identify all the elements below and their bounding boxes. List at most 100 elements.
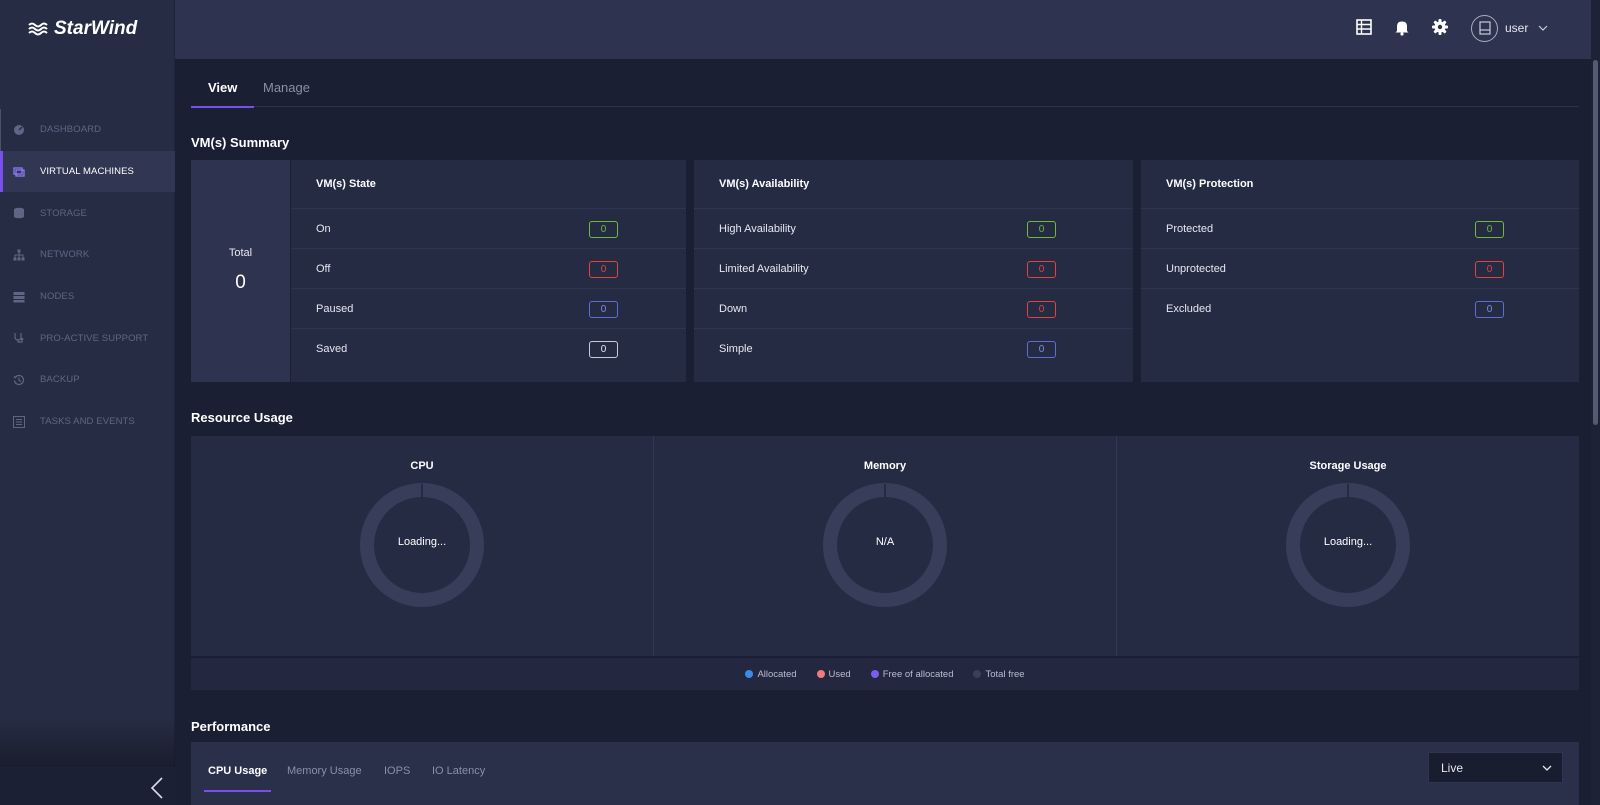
list-item: Unprotected 0: [1141, 249, 1579, 289]
storage-panel: Storage Usage Loading...: [1117, 436, 1579, 656]
cpu-panel: CPU Loading...: [191, 436, 654, 656]
cpu-title: CPU: [410, 460, 434, 472]
sidebar-item-label: PRO-ACTIVE SUPPORT: [40, 332, 149, 344]
waves-icon: [28, 22, 48, 36]
sidebar-shadow: [0, 717, 175, 767]
tab-iops[interactable]: IOPS: [384, 765, 411, 777]
row-label: Saved: [316, 343, 348, 355]
sidebar-item-pro-active-support[interactable]: PRO-ACTIVE SUPPORT: [0, 317, 175, 359]
tab-memory-usage[interactable]: Memory Usage: [287, 765, 362, 777]
memory-status: N/A: [875, 536, 895, 548]
chevron-down-icon: [1538, 25, 1548, 31]
count-badge: 0: [589, 301, 618, 318]
row-label: Limited Availability: [719, 262, 809, 275]
list-item: Excluded 0: [1141, 289, 1579, 329]
stethoscope-icon: [12, 331, 26, 345]
nodes-icon: [12, 290, 26, 304]
gear-icon[interactable]: [1431, 18, 1449, 36]
cpu-status: Loading...: [397, 536, 447, 548]
sidebar-item-backup[interactable]: BACKUP: [0, 359, 175, 401]
list-item: Limited Availability 0: [694, 249, 1133, 289]
list-item: Saved 0: [291, 329, 686, 369]
collapse-sidebar-icon[interactable]: [149, 776, 165, 800]
sidebar-item-network[interactable]: NETWORK: [0, 234, 175, 276]
user-name: user: [1505, 21, 1529, 35]
bell-icon[interactable]: [1393, 18, 1411, 36]
total-value: 0: [235, 272, 246, 293]
list-item: Paused 0: [291, 289, 686, 329]
range-select[interactable]: Live: [1428, 752, 1563, 783]
legend-label: Free of allocated: [882, 668, 954, 680]
sidebar-item-label: DASHBOARD: [40, 124, 102, 136]
row-label: Off: [316, 262, 331, 275]
chevron-down-icon: [1542, 765, 1552, 771]
count-badge: 0: [1475, 301, 1504, 318]
scrollbar-thumb[interactable]: [1593, 60, 1598, 425]
cpu-donut: [360, 483, 484, 607]
sidebar-item-virtual-machines[interactable]: VIRTUAL MACHINES: [0, 150, 175, 193]
sidebar-item-dashboard[interactable]: DASHBOARD: [0, 109, 175, 151]
legend-label: Allocated: [757, 668, 797, 680]
legend-label: Used: [828, 668, 851, 680]
count-badge: 0: [1027, 341, 1056, 358]
row-label: Paused: [316, 302, 354, 315]
total-card: Total 0: [191, 160, 290, 382]
table-icon[interactable]: [1355, 18, 1373, 36]
count-badge: 0: [1027, 301, 1056, 318]
vm-availability-title: VM(s) Availability: [694, 160, 1133, 209]
count-badge: 0: [589, 341, 618, 358]
tab-io-latency[interactable]: IO Latency: [432, 765, 486, 777]
legend-dot: [973, 670, 982, 678]
sidebar-item-label: NETWORK: [40, 249, 90, 261]
row-label: Simple: [719, 343, 753, 355]
scrollbar[interactable]: [1591, 0, 1600, 805]
virtual-machines-icon: [12, 165, 26, 179]
storage-donut: [1286, 483, 1410, 607]
sidebar-item-label: BACKUP: [40, 374, 80, 386]
storage-icon: [12, 206, 26, 220]
sidebar-item-storage[interactable]: STORAGE: [0, 192, 175, 234]
sidebar-nav: DASHBOARD VIRTUAL MACHINES STORAGE NETWO…: [0, 109, 175, 443]
list-item: On 0: [291, 209, 686, 249]
count-badge: 0: [1475, 221, 1504, 238]
sidebar-item-label: STORAGE: [40, 207, 87, 219]
row-label: Protected: [1166, 222, 1214, 235]
vm-availability-card: VM(s) Availability High Availability 0 L…: [694, 160, 1133, 382]
vm-state-card: VM(s) State On 0 Off 0 Paused 0 Saved 0: [291, 160, 686, 382]
user-menu[interactable]: user: [1471, 14, 1548, 42]
sidebar-item-label: NODES: [40, 291, 75, 303]
legend-dot: [870, 670, 879, 678]
legend-item-total-free: Total free: [973, 668, 1025, 680]
count-badge: 0: [1475, 261, 1504, 278]
sidebar-item-nodes[interactable]: NODES: [0, 276, 175, 318]
performance-card: CPU Usage Memory Usage IOPS IO Latency L…: [191, 742, 1579, 805]
performance-title: Performance: [191, 719, 271, 734]
tab-manage[interactable]: Manage: [263, 80, 310, 95]
avatar-icon: [1471, 14, 1498, 42]
legend-label: Total free: [985, 668, 1025, 680]
list-icon: [12, 415, 26, 429]
row-label: On: [316, 222, 331, 235]
count-badge: 0: [1027, 261, 1056, 278]
vm-state-title: VM(s) State: [291, 160, 686, 209]
row-label: Down: [719, 302, 748, 315]
memory-donut: [823, 483, 947, 607]
vm-protection-card: VM(s) Protection Protected 0 Unprotected…: [1141, 160, 1579, 382]
tab-cpu-usage[interactable]: CPU Usage: [203, 765, 272, 792]
count-badge: 0: [1027, 221, 1056, 238]
logo-text: StarWind: [54, 18, 138, 39]
tab-view[interactable]: View: [190, 80, 256, 108]
sidebar-item-tasks-and-events[interactable]: TASKS AND EVENTS: [0, 401, 175, 443]
starwind-logo[interactable]: StarWind: [28, 16, 137, 42]
range-select-value: Live: [1441, 760, 1464, 775]
count-badge: 0: [589, 221, 618, 238]
history-icon: [12, 373, 26, 387]
resource-legend: Allocated Used Free of allocated Total f…: [191, 658, 1579, 690]
total-label: Total: [228, 247, 253, 259]
sidebar-item-label: TASKS AND EVENTS: [40, 416, 135, 428]
legend-dot: [745, 670, 754, 678]
list-item: High Availability 0: [694, 209, 1133, 249]
row-label: High Availability: [719, 222, 796, 235]
legend-item-used: Used: [816, 668, 851, 680]
sidebar-item-label: VIRTUAL MACHINES: [40, 166, 134, 178]
